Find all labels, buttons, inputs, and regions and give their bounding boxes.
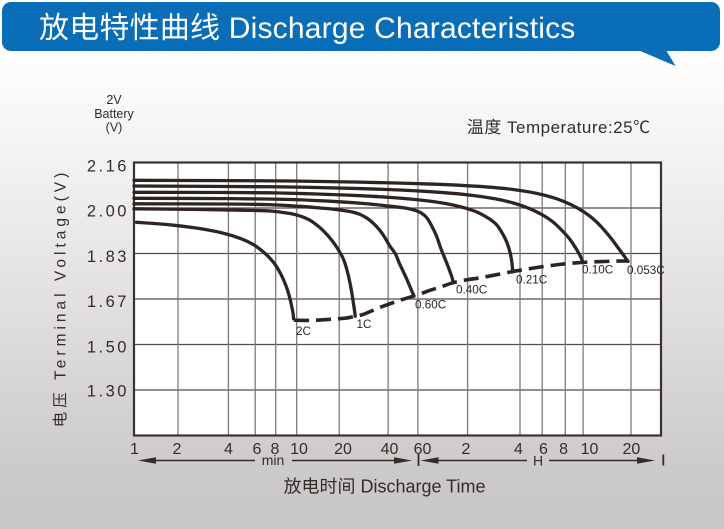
svg-text:(V): (V) bbox=[106, 121, 123, 135]
svg-text:10: 10 bbox=[290, 441, 308, 458]
svg-text:6: 6 bbox=[539, 441, 548, 458]
svg-text:0.60C: 0.60C bbox=[415, 299, 446, 312]
svg-text:Temperature:25: Temperature:25 bbox=[507, 118, 633, 137]
svg-text:2.16: 2.16 bbox=[87, 158, 129, 176]
svg-text:40: 40 bbox=[381, 441, 399, 458]
svg-text:H: H bbox=[533, 453, 543, 469]
svg-text:0.10C: 0.10C bbox=[582, 264, 613, 277]
svg-text:0.053C: 0.053C bbox=[627, 264, 665, 277]
svg-text:2V: 2V bbox=[106, 93, 122, 107]
svg-text:Discharge Characteristics: Discharge Characteristics bbox=[229, 12, 576, 45]
svg-text:2C: 2C bbox=[296, 325, 311, 338]
svg-text:8: 8 bbox=[559, 441, 568, 458]
svg-text:8: 8 bbox=[271, 441, 280, 458]
svg-text:20: 20 bbox=[623, 441, 641, 458]
svg-text:4: 4 bbox=[514, 441, 523, 458]
svg-text:10: 10 bbox=[581, 441, 599, 458]
svg-text:Terminal Voltage(V): Terminal Voltage(V) bbox=[53, 169, 70, 380]
svg-text:1.50: 1.50 bbox=[87, 339, 129, 357]
svg-text:6: 6 bbox=[253, 441, 262, 458]
svg-text:60: 60 bbox=[414, 441, 432, 458]
svg-text:min: min bbox=[262, 452, 285, 468]
svg-text:20: 20 bbox=[334, 441, 352, 458]
svg-text:Discharge Time: Discharge Time bbox=[360, 477, 485, 497]
svg-text:2: 2 bbox=[173, 441, 182, 458]
svg-text:2.00: 2.00 bbox=[87, 203, 129, 221]
svg-text:1.83: 1.83 bbox=[87, 248, 129, 266]
svg-text:4: 4 bbox=[224, 441, 233, 458]
svg-text:1: 1 bbox=[130, 441, 139, 458]
svg-text:0.21C: 0.21C bbox=[516, 274, 547, 287]
svg-text:1.67: 1.67 bbox=[87, 293, 129, 311]
svg-text:2: 2 bbox=[462, 441, 471, 458]
svg-text:0.40C: 0.40C bbox=[456, 284, 487, 297]
svg-text:1.30: 1.30 bbox=[87, 382, 129, 400]
svg-text:1C: 1C bbox=[357, 318, 372, 331]
svg-text:Battery: Battery bbox=[94, 107, 134, 121]
